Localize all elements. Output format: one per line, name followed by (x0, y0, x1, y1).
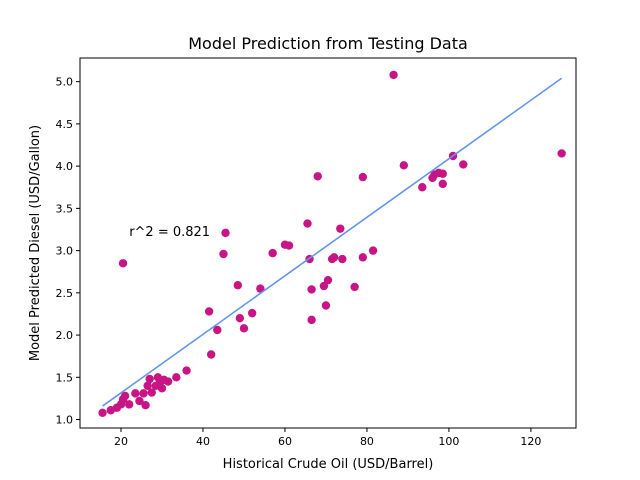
y-tick-label: 2.0 (56, 329, 74, 342)
data-point (147, 388, 156, 397)
data-point (313, 172, 322, 181)
data-point (303, 219, 312, 228)
x-tick-label: 60 (278, 435, 292, 448)
r-squared-annotation: r^2 = 0.821 (129, 225, 210, 240)
data-point (268, 248, 277, 258)
data-point (124, 400, 134, 409)
data-point (368, 246, 378, 255)
x-tick-label: 40 (196, 435, 210, 448)
data-point (358, 253, 368, 262)
data-point (233, 281, 243, 290)
y-tick-label: 2.5 (56, 287, 74, 300)
data-point (350, 282, 359, 292)
data-point (399, 161, 409, 170)
data-point (135, 396, 144, 406)
x-tick-label: 120 (520, 435, 541, 448)
data-point (338, 254, 347, 264)
data-point (307, 285, 316, 294)
data-point (557, 149, 566, 158)
data-point (321, 301, 331, 310)
data-point (204, 307, 214, 316)
data-point (157, 384, 167, 393)
data-point (319, 281, 329, 291)
data-point (221, 228, 230, 238)
data-point (284, 241, 294, 250)
data-point (438, 179, 447, 189)
data-point (329, 253, 339, 262)
axes-frame (79, 57, 577, 429)
data-point (120, 391, 130, 401)
data-point (206, 350, 216, 359)
data-point (323, 275, 333, 285)
data-point (418, 183, 427, 192)
y-tick-label: 1.0 (56, 414, 74, 427)
y-tick-label: 4.5 (56, 118, 74, 131)
regression-line (102, 77, 563, 407)
y-axis: 1.0 1.5 2.0 2.5 3.0 3.5 4.0 4.5 5.0 (56, 76, 80, 427)
data-point (98, 408, 107, 417)
data-point (358, 172, 368, 182)
x-tick-label: 20 (114, 435, 128, 448)
data-point (256, 284, 265, 293)
data-point (163, 377, 173, 386)
data-point (459, 160, 468, 169)
data-point (213, 325, 222, 335)
data-point (336, 224, 345, 233)
data-point (143, 381, 152, 390)
data-point (141, 400, 150, 410)
x-tick-label: 100 (438, 435, 459, 448)
plot-area (98, 70, 566, 417)
data-point (247, 308, 257, 318)
data-point (172, 373, 181, 382)
y-tick-label: 4.0 (56, 160, 74, 173)
data-point (139, 389, 148, 398)
chart-title: Model Prediction from Testing Data (188, 34, 468, 53)
y-tick-label: 5.0 (56, 76, 74, 89)
y-tick-label: 3.0 (56, 245, 74, 258)
data-point (235, 313, 245, 323)
x-axis: 20 40 60 80 100 120 (114, 428, 541, 448)
data-point (145, 374, 154, 384)
data-point (307, 315, 316, 325)
data-point (239, 324, 249, 333)
data-point (118, 259, 128, 268)
data-point (219, 249, 228, 259)
y-axis-label: Model Predicted Diesel (USD/Gallon) (28, 125, 43, 361)
y-tick-label: 3.5 (56, 202, 74, 215)
data-point (438, 169, 447, 178)
x-axis-label: Historical Crude Oil (USD/Barrel) (223, 457, 434, 472)
y-tick-label: 1.5 (56, 371, 74, 384)
data-point (389, 70, 398, 80)
x-tick-label: 80 (360, 435, 374, 448)
data-point (182, 366, 191, 375)
data-point (131, 389, 140, 398)
